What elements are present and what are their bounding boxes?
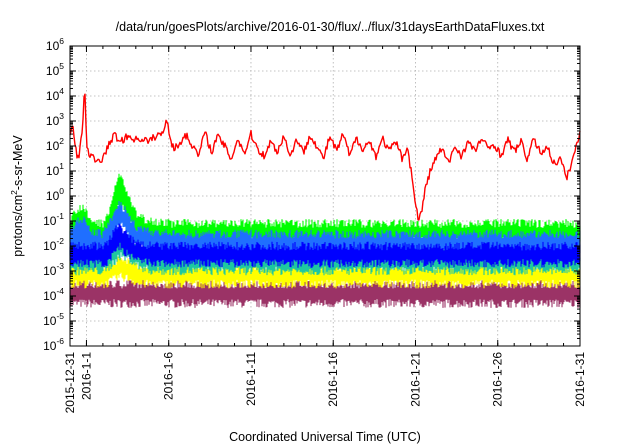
x-tick-label: 2016-1-11	[244, 352, 258, 406]
y-tick-label: 10-4	[43, 286, 64, 303]
y-tick-label: 102	[46, 136, 64, 153]
y-axis-label-pre: protons/cm	[11, 195, 25, 257]
y-tick-label: 104	[46, 86, 64, 103]
x-tick-label: 2016-1-6	[162, 352, 176, 400]
y-tick-label: 106	[46, 36, 64, 53]
x-axis-label: Coordinated Universal Time (UTC)	[229, 430, 421, 444]
y-tick-label: 10-6	[43, 336, 64, 353]
y-tick-label: 100	[46, 186, 64, 203]
x-tick-label: 2016-1-31	[573, 352, 587, 407]
x-tick-label: 2016-1-16	[326, 352, 340, 407]
y-tick-label: 10-3	[43, 261, 64, 278]
x-tick-label: 2016-1-21	[408, 352, 422, 407]
x-tick-label: 2015-12-31	[63, 352, 77, 414]
series-line-6	[69, 93, 581, 221]
x-tick-label: 2016-1-1	[79, 352, 93, 400]
axis-ticks	[69, 45, 581, 347]
y-tick-label: 10-2	[43, 236, 64, 253]
y-axis-label-sup: 2	[9, 190, 19, 195]
y-tick-label: 10-1	[43, 211, 64, 228]
y-tick-label: 101	[46, 161, 64, 178]
y-axis-label-post: -s-sr-MeV	[11, 135, 25, 191]
chart-title: /data/run/goesPlots/archive/2016-01-30/f…	[116, 20, 545, 34]
x-tick-label: 2016-1-26	[491, 352, 505, 407]
y-axis-label: protons/cm2-s-sr-MeV	[9, 135, 25, 257]
x-tick-labels: 2015-12-31 2016-1-1 2016-1-6 2016-1-11 2016-…	[63, 352, 587, 414]
y-tick-labels: 10-6 10-5 10-4 10-3 10-2 10-1 100 101 102 103 104 1…	[43, 36, 64, 353]
plot-area	[69, 93, 581, 308]
y-tick-label: 10-5	[43, 311, 64, 328]
y-tick-label: 103	[46, 111, 64, 128]
y-tick-label: 105	[46, 61, 64, 78]
